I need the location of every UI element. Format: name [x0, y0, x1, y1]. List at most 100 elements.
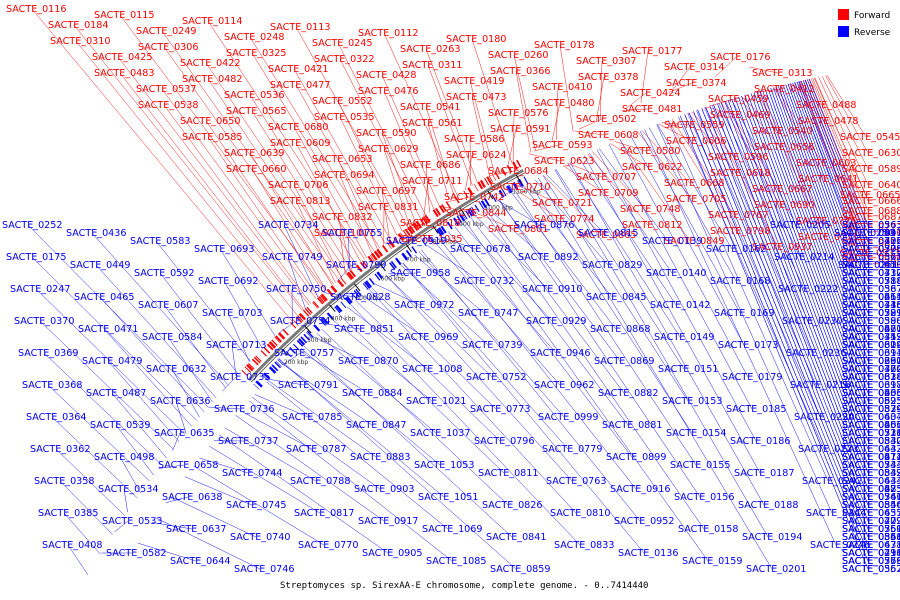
- reverse-feature-label[interactable]: SACTE_0343: [842, 468, 900, 479]
- reverse-feature-label[interactable]: SACTE_0569: [842, 524, 900, 535]
- reverse-feature-label[interactable]: SACTE_0169: [714, 308, 775, 319]
- reverse-feature-label[interactable]: SACTE_0592: [134, 268, 195, 279]
- reverse-feature-label[interactable]: SACTE_0566: [842, 492, 900, 503]
- reverse-feature-label[interactable]: SACTE_0359: [842, 556, 900, 567]
- reverse-feature-label[interactable]: SACTE_0693: [194, 244, 255, 255]
- reverse-feature-label[interactable]: SACTE_0799: [326, 260, 387, 271]
- forward-feature-label[interactable]: SACTE_0933: [840, 248, 900, 259]
- reverse-feature-label[interactable]: SACTE_0391: [842, 348, 900, 359]
- forward-feature-label[interactable]: SACTE_0112: [358, 28, 419, 39]
- forward-feature-label[interactable]: SACTE_0545: [840, 132, 900, 143]
- forward-feature-label[interactable]: SACTE_0844: [446, 208, 507, 219]
- reverse-feature-label[interactable]: SACTE_0471: [78, 324, 139, 335]
- reverse-feature-label[interactable]: SACTE_0179: [722, 372, 783, 383]
- reverse-feature-label[interactable]: SACTE_0571: [842, 252, 900, 263]
- reverse-feature-label[interactable]: SACTE_0525: [842, 396, 900, 407]
- reverse-feature-label[interactable]: SACTE_0962: [534, 380, 595, 391]
- reverse-feature-label[interactable]: SACTE_1008: [402, 364, 463, 375]
- reverse-feature-label[interactable]: SACTE_0634: [842, 412, 900, 423]
- reverse-feature-label[interactable]: SACTE_0563: [842, 220, 900, 231]
- reverse-feature-label[interactable]: SACTE_0810: [550, 508, 611, 519]
- reverse-feature-label[interactable]: SACTE_0876: [514, 220, 575, 231]
- reverse-feature-label[interactable]: SACTE_0725: [842, 236, 900, 247]
- reverse-feature-label[interactable]: SACTE_0841: [486, 532, 547, 543]
- reverse-feature-label[interactable]: SACTE_0344: [842, 460, 900, 471]
- forward-feature-label[interactable]: SACTE_0537: [136, 84, 197, 95]
- reverse-feature-label[interactable]: SACTE_0154: [666, 428, 727, 439]
- reverse-feature-label[interactable]: SACTE_0802: [842, 340, 900, 351]
- reverse-feature-label[interactable]: SACTE_0433: [842, 444, 900, 455]
- forward-feature-label[interactable]: SACTE_0608: [578, 130, 639, 141]
- forward-feature-label[interactable]: SACTE_0419: [444, 76, 505, 87]
- reverse-feature-label[interactable]: SACTE_0244: [806, 508, 867, 519]
- reverse-feature-label[interactable]: SACTE_0363: [842, 220, 900, 231]
- reverse-feature-label[interactable]: SACTE_0279: [842, 516, 900, 527]
- reverse-feature-label[interactable]: SACTE_0308: [842, 244, 900, 255]
- reverse-feature-label[interactable]: SACTE_0255: [842, 292, 900, 303]
- forward-feature-label[interactable]: SACTE_0816: [842, 228, 900, 239]
- reverse-feature-label[interactable]: SACTE_0882: [598, 388, 659, 399]
- forward-feature-label[interactable]: SACTE_0721: [532, 198, 593, 209]
- forward-feature-label[interactable]: SACTE_0263: [400, 44, 461, 55]
- reverse-feature-label[interactable]: SACTE_0757: [274, 348, 335, 359]
- forward-feature-label[interactable]: SACTE_0798: [710, 226, 771, 237]
- forward-feature-label[interactable]: SACTE_0668: [664, 178, 725, 189]
- reverse-feature-label[interactable]: SACTE_0185: [726, 404, 787, 415]
- reverse-feature-label[interactable]: SACTE_0751: [842, 524, 900, 535]
- forward-feature-label[interactable]: SACTE_0424: [620, 88, 681, 99]
- forward-feature-label[interactable]: SACTE_1017: [314, 228, 375, 239]
- reverse-feature-label[interactable]: SACTE_0220: [794, 412, 855, 423]
- forward-feature-label[interactable]: SACTE_0618: [710, 168, 771, 179]
- reverse-feature-label[interactable]: SACTE_0845: [586, 292, 647, 303]
- reverse-feature-label[interactable]: SACTE_0140: [646, 268, 707, 279]
- reverse-feature-label[interactable]: SACTE_0406: [842, 420, 900, 431]
- reverse-feature-label[interactable]: SACTE_0543: [842, 460, 900, 471]
- forward-feature-label[interactable]: SACTE_0184: [48, 20, 109, 31]
- reverse-feature-label[interactable]: SACTE_0678: [450, 244, 511, 255]
- forward-feature-label[interactable]: SACTE_0650: [180, 116, 241, 127]
- reverse-feature-label[interactable]: SACTE_0671: [842, 540, 900, 551]
- forward-feature-label[interactable]: SACTE_0540: [752, 126, 813, 137]
- reverse-feature-label[interactable]: SACTE_0788: [290, 476, 351, 487]
- reverse-feature-label[interactable]: SACTE_0487: [86, 388, 147, 399]
- forward-feature-label[interactable]: SACTE_0653: [312, 154, 373, 165]
- reverse-feature-label[interactable]: SACTE_0222: [778, 284, 839, 295]
- reverse-feature-label[interactable]: SACTE_0796: [474, 436, 535, 447]
- reverse-feature-label[interactable]: SACTE_0637: [166, 524, 227, 535]
- reverse-feature-label[interactable]: SACTE_0851: [334, 324, 395, 335]
- reverse-feature-label[interactable]: SACTE_0755: [322, 228, 383, 239]
- forward-feature-label[interactable]: SACTE_0979: [842, 260, 900, 271]
- forward-feature-label[interactable]: SACTE_0481: [622, 104, 683, 115]
- reverse-feature-label[interactable]: SACTE_0811: [478, 468, 539, 479]
- forward-feature-label[interactable]: SACTE_0986: [842, 254, 900, 265]
- forward-feature-label[interactable]: SACTE_0113: [270, 22, 331, 33]
- reverse-feature-label[interactable]: SACTE_0702: [842, 516, 900, 527]
- reverse-feature-label[interactable]: SACTE_0156: [674, 492, 735, 503]
- forward-feature-label[interactable]: SACTE_0307: [576, 56, 637, 67]
- forward-feature-label[interactable]: SACTE_0260: [488, 50, 549, 61]
- reverse-feature-label[interactable]: SACTE_0261: [842, 324, 900, 335]
- reverse-feature-label[interactable]: SACTE_0740: [230, 532, 291, 543]
- forward-feature-label[interactable]: SACTE_0812: [622, 220, 683, 231]
- forward-feature-label[interactable]: SACTE_0640: [842, 180, 900, 191]
- reverse-feature-label[interactable]: SACTE_0631: [842, 356, 900, 367]
- forward-feature-label[interactable]: SACTE_0248: [224, 32, 285, 43]
- forward-feature-label[interactable]: SACTE_0774: [534, 214, 595, 225]
- reverse-feature-label[interactable]: SACTE_0173: [718, 340, 779, 351]
- reverse-feature-label[interactable]: SACTE_0749: [262, 252, 323, 263]
- reverse-feature-label[interactable]: SACTE_0435: [842, 508, 900, 519]
- reverse-feature-label[interactable]: SACTE_0158: [678, 524, 739, 535]
- reverse-feature-label[interactable]: SACTE_0817: [294, 508, 355, 519]
- reverse-feature-label[interactable]: SACTE_0252: [2, 220, 63, 231]
- forward-feature-label[interactable]: SACTE_0790: [842, 244, 900, 255]
- reverse-feature-label[interactable]: SACTE_0750: [266, 284, 327, 295]
- reverse-feature-label[interactable]: SACTE_0617: [842, 380, 900, 391]
- forward-feature-label[interactable]: SACTE_0832: [312, 212, 373, 223]
- reverse-feature-label[interactable]: SACTE_0713: [206, 340, 267, 351]
- reverse-feature-label[interactable]: SACTE_0775: [842, 244, 900, 255]
- reverse-feature-label[interactable]: SACTE_0910: [522, 284, 583, 295]
- reverse-feature-label[interactable]: SACTE_0734: [258, 220, 319, 231]
- reverse-feature-label[interactable]: SACTE_0186: [730, 436, 791, 447]
- reverse-feature-label[interactable]: SACTE_1053: [414, 460, 475, 471]
- reverse-feature-label[interactable]: SACTE_0583: [130, 236, 191, 247]
